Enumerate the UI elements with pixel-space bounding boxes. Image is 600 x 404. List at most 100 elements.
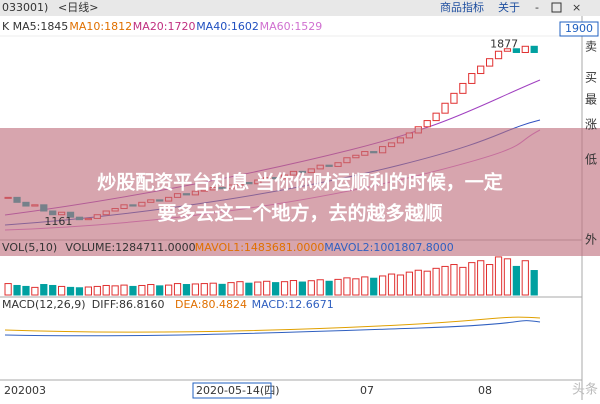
volume-bar [414,269,422,296]
volume-bar [379,275,387,296]
macd-label: DEA:80.4824 [175,298,247,311]
volume-bar [40,284,48,296]
volume-bar [120,284,128,296]
candle [468,73,476,84]
banner-line: 炒股配资平台利息 当你你财运顺利的时候，一定 [97,171,503,194]
indicator: MA5:1845 [13,20,69,33]
banner [0,128,600,256]
indicator: MA60:1529 [260,20,323,33]
x-label: 202003 [4,384,46,397]
volume-bar [75,287,84,296]
volume-bar [325,280,333,296]
indicator: MA20:1720 [133,20,196,33]
volume-bar [352,278,360,296]
macd-label: DIFF:86.8160 [92,298,165,311]
price-box [559,21,599,37]
x-label: 07 [360,384,374,397]
close[interactable]: × [572,1,581,14]
volume-bar [521,260,529,296]
side-label: 卖 [585,40,597,54]
x-label: 2020-05-14(四) [196,384,280,397]
candle [512,48,520,53]
vol-label: VOL(5,10) [2,241,57,254]
maximize[interactable] [551,2,562,13]
indicator: MA40:1602 [196,20,259,33]
x-label: 08 [478,384,492,397]
volume-bar [263,280,271,296]
candle [503,48,512,52]
volume-bar [173,283,182,296]
volume-bar [486,264,494,296]
volume-bar [93,285,101,296]
low-label: 1161 [44,215,72,228]
volume-bar [49,284,57,296]
candle [477,65,485,75]
volume-bar [111,285,119,296]
volume-bar [396,274,405,296]
volume-bar [102,284,110,296]
side-label: 最 [585,93,597,107]
volume-bar [58,285,66,296]
volume-bar [147,284,155,296]
macd-line [4,320,541,337]
watermark: 头条 [572,382,598,398]
volume-bar [218,283,226,296]
volume-bar [165,284,173,296]
volume-bar [459,266,467,296]
high-label: 1877 [490,38,518,51]
volume-bar [66,286,75,296]
volume-bar [503,258,512,296]
candle [441,102,449,114]
volume-bar [13,284,21,296]
volume-bar [156,285,164,296]
candle [530,45,538,53]
indicator: K [2,20,10,33]
volume-bar [370,277,378,296]
volume-bar [209,282,217,296]
volume-bar [387,273,396,296]
volume-bar [423,270,431,296]
menu-item[interactable]: 商品指标 [440,0,484,14]
vol-label: MAVOL2:1001807.8000 [324,241,454,254]
volume-bar [138,284,146,296]
candle [432,112,440,122]
side-label: 外 [585,233,597,247]
volume-bar [441,265,449,296]
macd-line [4,316,541,333]
indicator: MA10:1812 [69,20,132,33]
volume-bar [494,256,503,296]
banner-line: 要多去这二个地方，去的越多越顺 [157,202,442,225]
volume-bar [530,270,538,296]
volume-bar [182,284,191,296]
side-label: 低 [585,153,597,167]
code: 033001) [2,1,48,14]
vol-label: MAVOL1:1483681.0000 [195,241,325,254]
volume-bar [22,285,30,296]
volume-bar [129,285,137,296]
date-box [192,382,272,399]
candle [521,45,529,53]
volume-bar [343,277,351,296]
candle [459,82,467,94]
volume-bar [4,283,12,296]
minimize[interactable]: - [535,1,539,14]
menu-item[interactable]: 关于 [498,0,520,14]
volume-bar [405,271,413,296]
volume-bar [280,281,289,296]
volume-bar [361,276,369,296]
volume-bar [432,267,440,296]
volume-bar [272,282,280,296]
side-label: 买 [585,71,597,85]
volume-bar [468,262,476,296]
volume-bar [254,281,262,296]
vol-label: VOLUME:1284711.0000 [65,241,195,254]
candle [450,92,458,104]
volume-bar [200,283,208,296]
volume-bar [245,282,253,296]
period: <日线> [58,0,98,14]
side-label: 涨 [585,117,597,132]
volume-bar [191,283,199,296]
volume-bar [316,279,324,296]
volume-bar [477,260,485,296]
volume-bar [298,281,306,296]
